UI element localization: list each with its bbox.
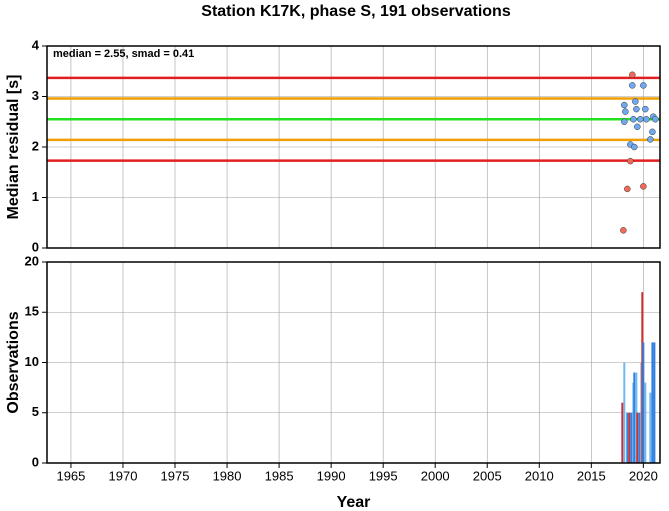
point bbox=[632, 98, 639, 105]
y-tick-label: 1 bbox=[32, 189, 39, 204]
bar bbox=[621, 402, 624, 463]
x-tick-label: 1965 bbox=[56, 468, 85, 483]
x-tick-label: 1970 bbox=[109, 468, 138, 483]
x-tick-label: 2010 bbox=[525, 468, 554, 483]
y-axis-label: Observations bbox=[5, 311, 22, 413]
plot-frame bbox=[46, 45, 661, 249]
point bbox=[643, 115, 650, 123]
x-tick-label: 1980 bbox=[213, 468, 242, 483]
bar bbox=[636, 412, 639, 463]
point bbox=[637, 115, 644, 123]
chart-title: Station K17K, phase S, 191 observations bbox=[201, 3, 511, 20]
point bbox=[633, 105, 640, 113]
bar bbox=[628, 412, 631, 463]
y-tick-label: 5 bbox=[32, 404, 39, 419]
x-tick-label: 1995 bbox=[369, 468, 398, 483]
point bbox=[629, 71, 636, 79]
bar bbox=[626, 412, 629, 463]
x-tick-label: 1985 bbox=[265, 468, 294, 483]
y-tick-label: 4 bbox=[32, 37, 40, 52]
point bbox=[621, 118, 628, 125]
y-tick-label: 15 bbox=[25, 304, 39, 319]
bar bbox=[642, 342, 645, 463]
y-tick-label: 20 bbox=[25, 253, 39, 268]
plot-frame bbox=[46, 261, 661, 464]
y-tick-label: 10 bbox=[25, 354, 39, 369]
annotation: median = 2.55, smad = 0.41 bbox=[53, 48, 194, 60]
x-tick-label: 1990 bbox=[317, 468, 346, 483]
point bbox=[647, 136, 654, 143]
bar bbox=[638, 412, 641, 463]
y-axis-label: Median residual [s] bbox=[5, 75, 22, 220]
point bbox=[642, 105, 649, 113]
x-tick-label: 2000 bbox=[421, 468, 450, 483]
x-tick-label: 1975 bbox=[161, 468, 190, 483]
bar bbox=[630, 412, 633, 463]
bar bbox=[644, 382, 647, 463]
point bbox=[649, 128, 656, 136]
point bbox=[621, 101, 628, 109]
x-tick-label: 2005 bbox=[473, 468, 502, 483]
bar bbox=[623, 362, 626, 463]
point bbox=[640, 183, 647, 190]
y-tick-label: 3 bbox=[32, 88, 39, 103]
y-tick-label: 2 bbox=[32, 138, 39, 153]
point bbox=[627, 157, 634, 165]
point bbox=[622, 108, 629, 115]
bar bbox=[651, 342, 654, 463]
point bbox=[620, 227, 627, 234]
y-tick-label: 0 bbox=[32, 454, 39, 469]
y-tick-label: 0 bbox=[32, 239, 39, 254]
point bbox=[640, 82, 647, 89]
point bbox=[624, 185, 631, 193]
bar bbox=[653, 342, 656, 463]
point bbox=[652, 115, 659, 123]
bar bbox=[641, 292, 644, 463]
point bbox=[630, 115, 637, 123]
x-tick-label: 2020 bbox=[629, 468, 658, 483]
bar bbox=[649, 392, 652, 463]
point bbox=[629, 82, 636, 89]
point bbox=[634, 123, 641, 131]
x-axis-label: Year bbox=[337, 494, 371, 511]
bar bbox=[633, 372, 636, 463]
x-tick-label: 2015 bbox=[577, 468, 606, 483]
point bbox=[631, 143, 638, 151]
